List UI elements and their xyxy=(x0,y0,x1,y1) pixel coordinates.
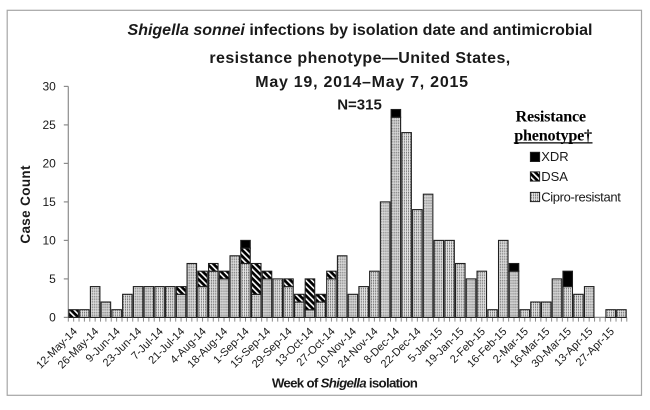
svg-text:XDR: XDR xyxy=(541,149,568,164)
svg-text:Resistance: Resistance xyxy=(516,107,586,125)
svg-text:25: 25 xyxy=(42,118,56,132)
svg-text:Case Count: Case Count xyxy=(18,165,33,244)
svg-text:5: 5 xyxy=(49,272,56,286)
svg-text:0: 0 xyxy=(49,311,56,325)
svg-text:N=315: N=315 xyxy=(337,96,382,113)
svg-text:phenotype†: phenotype† xyxy=(514,127,592,145)
svg-text:May 19, 2014–May 7, 2015: May 19, 2014–May 7, 2015 xyxy=(255,74,468,91)
svg-text:Cipro-resistant: Cipro-resistant xyxy=(541,189,621,204)
svg-text:resistance phenotype—United St: resistance phenotype—United States, xyxy=(209,50,510,67)
svg-text:30: 30 xyxy=(42,80,56,94)
svg-text:15: 15 xyxy=(42,195,56,209)
svg-text:10: 10 xyxy=(42,234,56,248)
svg-text:Shigella sonnei infections by: Shigella sonnei infections by isolation … xyxy=(128,22,593,39)
svg-text:20: 20 xyxy=(42,157,56,171)
svg-text:DSA: DSA xyxy=(541,169,568,184)
svg-text:Week of Shigella isolation: Week of Shigella isolation xyxy=(272,376,418,391)
